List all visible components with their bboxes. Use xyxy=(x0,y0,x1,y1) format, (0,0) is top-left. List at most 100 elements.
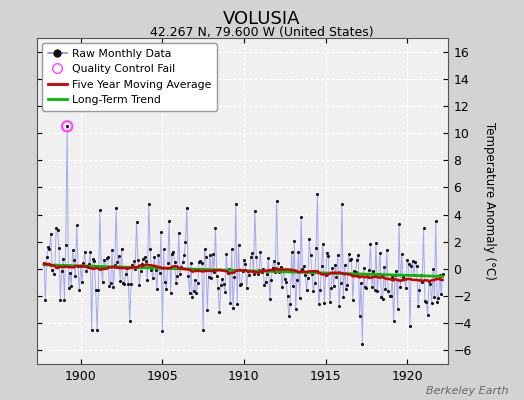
Point xyxy=(74,263,82,270)
Point xyxy=(357,280,365,286)
Point xyxy=(259,266,267,272)
Point xyxy=(210,269,219,275)
Point xyxy=(94,286,103,293)
Point xyxy=(86,249,94,255)
Point xyxy=(434,295,443,302)
Point xyxy=(321,272,330,278)
Point xyxy=(166,290,174,296)
Point xyxy=(127,281,135,288)
Point xyxy=(325,298,334,305)
Point xyxy=(161,278,169,285)
Point xyxy=(180,252,188,258)
Point xyxy=(72,222,81,229)
Point xyxy=(232,200,240,207)
Point xyxy=(396,284,405,291)
Point xyxy=(280,276,289,282)
Point xyxy=(241,261,249,268)
Point xyxy=(392,268,400,275)
Point xyxy=(403,256,411,263)
Point xyxy=(63,123,71,130)
Point xyxy=(149,275,157,282)
Point xyxy=(334,252,342,258)
Point xyxy=(271,268,279,275)
Point xyxy=(342,286,350,292)
Point xyxy=(225,266,233,273)
Point xyxy=(75,287,84,293)
Point xyxy=(428,300,436,307)
Point xyxy=(323,249,331,256)
Point xyxy=(157,229,165,235)
Point xyxy=(181,239,190,246)
Point xyxy=(111,262,119,269)
Point xyxy=(202,253,210,260)
Point xyxy=(165,218,173,224)
Point xyxy=(151,267,160,273)
Point xyxy=(216,282,225,288)
Point xyxy=(215,309,224,316)
Point xyxy=(133,219,141,226)
Point xyxy=(304,275,312,282)
Point xyxy=(318,263,326,269)
Point xyxy=(373,288,381,294)
Point xyxy=(266,296,274,302)
Point xyxy=(220,281,228,287)
Point xyxy=(204,274,213,280)
Point xyxy=(221,288,229,295)
Point xyxy=(179,258,187,265)
Point xyxy=(176,271,184,278)
Point xyxy=(233,300,242,307)
Point xyxy=(324,253,333,260)
Point xyxy=(223,270,232,276)
Point xyxy=(146,246,154,253)
Point xyxy=(83,264,92,270)
Point xyxy=(250,207,259,214)
Point xyxy=(82,268,90,274)
Point xyxy=(331,262,340,269)
Text: Berkeley Earth: Berkeley Earth xyxy=(426,386,508,396)
Point xyxy=(173,272,181,279)
Point xyxy=(187,260,195,266)
Point xyxy=(336,279,345,286)
Point xyxy=(270,258,278,264)
Point xyxy=(172,279,180,286)
Point xyxy=(316,287,324,294)
Point xyxy=(433,299,441,305)
Point xyxy=(422,299,430,305)
Point xyxy=(78,279,86,285)
Point xyxy=(213,273,221,279)
Point xyxy=(289,283,297,290)
Point xyxy=(163,260,172,266)
Point xyxy=(394,306,402,312)
Point xyxy=(275,268,283,275)
Point xyxy=(245,272,254,279)
Point xyxy=(40,260,48,266)
Point xyxy=(332,274,341,280)
Point xyxy=(71,273,80,280)
Point xyxy=(117,246,126,252)
Point xyxy=(64,284,73,291)
Point xyxy=(358,340,366,347)
Point xyxy=(147,267,156,273)
Point xyxy=(263,270,271,277)
Point xyxy=(222,251,231,258)
Point xyxy=(302,287,311,293)
Point xyxy=(89,256,97,262)
Point xyxy=(53,226,62,233)
Point xyxy=(297,214,305,220)
Point xyxy=(168,250,176,257)
Point xyxy=(85,260,93,267)
Point xyxy=(348,297,357,303)
Point xyxy=(218,276,226,282)
Point xyxy=(291,306,300,312)
Point xyxy=(376,250,384,256)
Point xyxy=(387,293,395,299)
Point xyxy=(355,313,364,320)
Point xyxy=(350,268,358,274)
Point xyxy=(277,263,285,270)
Point xyxy=(234,242,243,248)
Point xyxy=(285,313,293,320)
Point xyxy=(369,268,377,274)
Point xyxy=(353,256,361,263)
Point xyxy=(116,278,124,284)
Point xyxy=(183,204,191,211)
